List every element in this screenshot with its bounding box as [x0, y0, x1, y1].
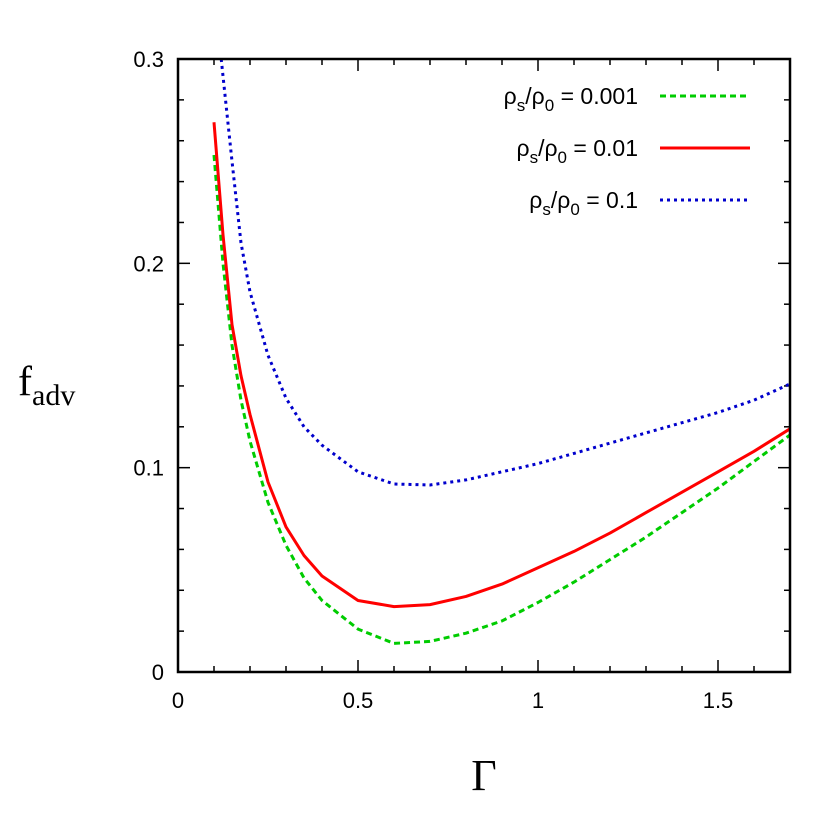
y-tick-label: 0.1 [133, 456, 164, 481]
series-line-3 [219, 59, 790, 487]
series-lines [212, 59, 790, 645]
x-tick-label: 0.5 [343, 688, 374, 713]
legend: ρs/ρ0 = 0.001 ρs/ρ0 = 0.01 ρs/ρ0 = 0.1 [504, 83, 750, 219]
plot-frame [176, 57, 792, 674]
series-line-1 [212, 154, 790, 645]
x-axis-label: Γ [471, 751, 496, 800]
x-tick-label: 1.5 [703, 688, 734, 713]
legend-label: ρs/ρ0 = 0.001 [504, 83, 638, 115]
legend-label: ρs/ρ0 = 0.1 [529, 187, 638, 219]
series-line-2 [212, 122, 790, 609]
y-axis-label-sub: adv [32, 379, 75, 412]
y-tick-label: 0 [152, 660, 164, 685]
tick-labels: 0 0.5 1 1.5 0 0.1 0.2 0.3 [133, 47, 733, 713]
legend-label: ρs/ρ0 = 0.01 [516, 135, 638, 167]
axis-ticks [177, 58, 791, 673]
y-tick-label: 0.3 [133, 47, 164, 72]
x-tick-label: 0 [172, 688, 184, 713]
y-axis-label: fadv [18, 359, 75, 412]
x-tick-label: 1 [532, 688, 544, 713]
y-tick-label: 0.2 [133, 251, 164, 276]
y-axis-label-main: f [18, 359, 32, 405]
